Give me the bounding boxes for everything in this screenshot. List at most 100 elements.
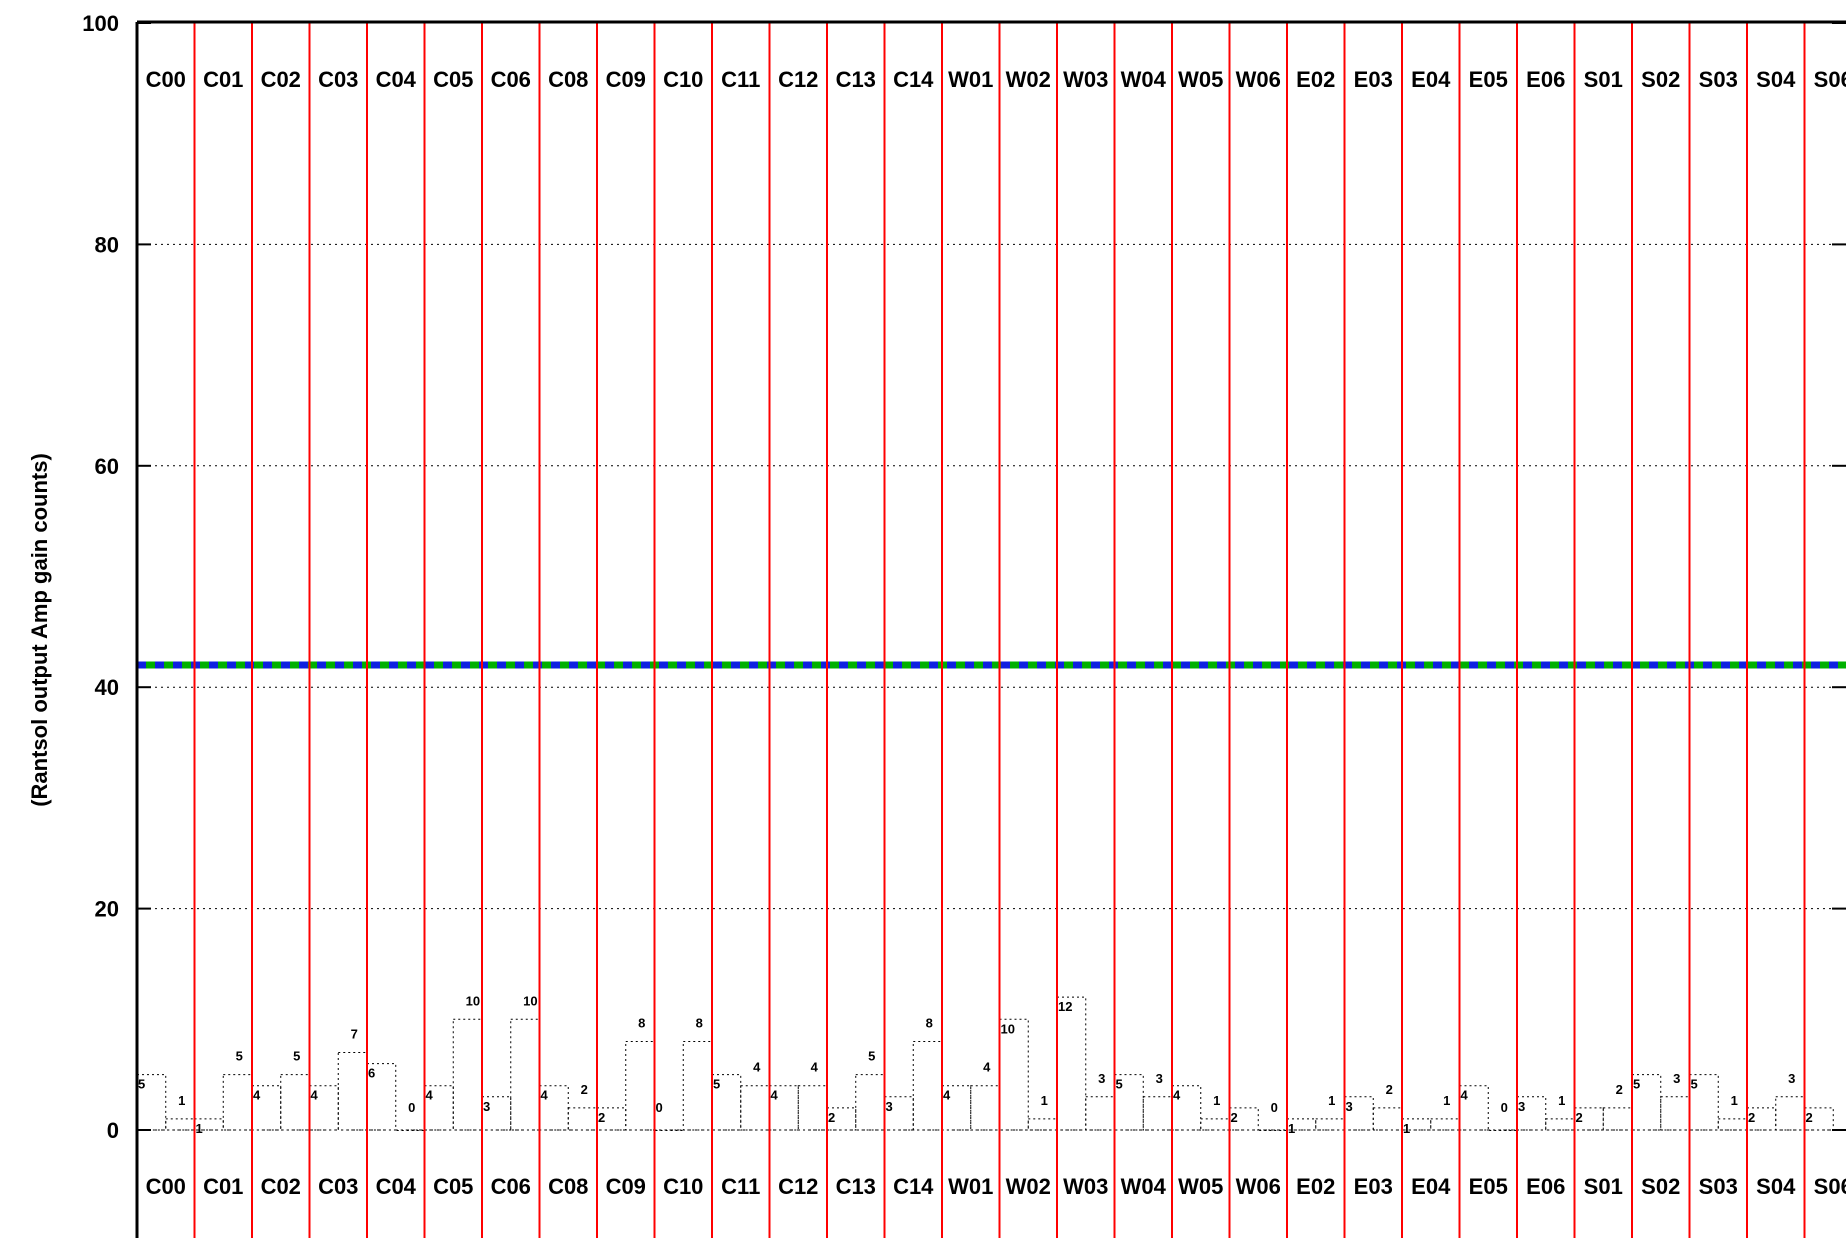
- bar-value-label: 1: [1288, 1121, 1295, 1136]
- category-label-top: S01: [1584, 67, 1623, 92]
- bar-value-label: 1: [1041, 1093, 1048, 1108]
- bar-value-label: 4: [943, 1088, 951, 1103]
- bar-value-label: 6: [368, 1066, 375, 1081]
- bar-value-label: 10: [1001, 1021, 1015, 1036]
- bar-value-label: 3: [1156, 1071, 1163, 1086]
- category-label-bottom: E02: [1296, 1174, 1335, 1199]
- category-label-bottom: C00: [146, 1174, 186, 1199]
- category-label-top: W01: [948, 67, 993, 92]
- category-label-top: E04: [1411, 67, 1451, 92]
- category-label-top: E05: [1469, 67, 1508, 92]
- separator-layer: [193, 22, 1806, 1238]
- bar-value-label: 5: [1633, 1077, 1640, 1092]
- bar-value-label: 2: [598, 1110, 605, 1125]
- bar-value-label: 4: [426, 1088, 434, 1103]
- category-label-bottom: E04: [1411, 1174, 1451, 1199]
- bar-value-label: 5: [713, 1077, 720, 1092]
- bar: [1602, 1107, 1633, 1131]
- category-label-bottom: C06: [491, 1174, 531, 1199]
- bar-value-label: 1: [1213, 1093, 1220, 1108]
- bar-value-label: 4: [771, 1088, 779, 1103]
- bar: [682, 1040, 713, 1131]
- y-axis-title: (Rantsol output Amp gain counts): [27, 453, 52, 807]
- category-label-bottom: C01: [203, 1174, 243, 1199]
- category-label-bottom: S06: [1814, 1174, 1846, 1199]
- bar: [769, 1085, 799, 1131]
- bar-value-label: 4: [311, 1088, 319, 1103]
- bar: [1775, 1096, 1805, 1131]
- y-tick-label: 60: [95, 454, 119, 479]
- category-label-bottom: C09: [606, 1174, 646, 1199]
- bar-value-label: 12: [1058, 999, 1072, 1014]
- bar-value-label: 3: [1098, 1071, 1105, 1086]
- bar: [1142, 1096, 1173, 1131]
- category-label-top: C00: [146, 67, 186, 92]
- category-label-bottom: C02: [261, 1174, 301, 1199]
- label-layer: 02040608010051C00C0015C01C0145C02C0247C0…: [82, 11, 1846, 1199]
- category-label-bottom: S01: [1584, 1174, 1623, 1199]
- category-label-bottom: E06: [1526, 1174, 1565, 1199]
- bar: [1660, 1096, 1690, 1131]
- y-tick-label: 100: [82, 11, 119, 36]
- bar-value-label: 8: [696, 1015, 703, 1030]
- category-label-top: W03: [1063, 67, 1108, 92]
- bar-value-label: 3: [1346, 1099, 1353, 1114]
- bar-value-label: 3: [1673, 1071, 1680, 1086]
- category-label-top: E06: [1526, 67, 1565, 92]
- category-label-bottom: W01: [948, 1174, 993, 1199]
- category-label-bottom: S03: [1699, 1174, 1738, 1199]
- bar: [452, 1018, 483, 1131]
- bar-value-label: 5: [1691, 1077, 1698, 1092]
- bar: [797, 1085, 828, 1131]
- bar: [912, 1040, 943, 1131]
- category-label-top: C02: [261, 67, 301, 92]
- bar: [280, 1074, 310, 1131]
- category-label-bottom: W05: [1178, 1174, 1223, 1199]
- bar-value-label: 4: [1461, 1088, 1469, 1103]
- bar-value-label: 1: [1403, 1121, 1410, 1136]
- bar: [1487, 1129, 1518, 1131]
- category-label-bottom: W04: [1121, 1174, 1167, 1199]
- category-label-top: S04: [1756, 67, 1796, 92]
- bar: [1372, 1107, 1403, 1131]
- bar: [1315, 1118, 1345, 1131]
- bar: [1430, 1118, 1460, 1131]
- category-label-top: C06: [491, 67, 531, 92]
- category-label-bottom: S02: [1641, 1174, 1680, 1199]
- bar-value-label: 4: [1173, 1088, 1181, 1103]
- bar: [1459, 1085, 1489, 1131]
- bar-value-label: 2: [1616, 1082, 1623, 1097]
- bar: [1717, 1118, 1748, 1131]
- bar-value-label: 0: [408, 1100, 415, 1115]
- bar: [481, 1096, 512, 1131]
- y-tick-label: 80: [95, 232, 119, 257]
- bar-value-label: 1: [1731, 1093, 1738, 1108]
- bar-value-label: 4: [983, 1060, 991, 1075]
- bar-value-label: 2: [1231, 1110, 1238, 1125]
- bar-value-label: 1: [1558, 1093, 1565, 1108]
- category-label-bottom: W03: [1063, 1174, 1108, 1199]
- bar: [855, 1074, 885, 1131]
- axis-layer: [135, 20, 1846, 1238]
- category-label-bottom: W06: [1236, 1174, 1281, 1199]
- category-label-top: S03: [1699, 67, 1738, 92]
- category-label-top: C10: [663, 67, 703, 92]
- bar-value-label: 5: [868, 1049, 875, 1064]
- category-label-top: C08: [548, 67, 588, 92]
- bar-value-label: 0: [656, 1100, 663, 1115]
- bar-value-label: 0: [1271, 1100, 1278, 1115]
- category-label-top: C13: [836, 67, 876, 92]
- category-label-top: C14: [893, 67, 934, 92]
- y-tick-label: 20: [95, 897, 119, 922]
- category-label-top: C03: [318, 67, 358, 92]
- bar-value-label: 8: [638, 1015, 645, 1030]
- bar-value-label: 5: [138, 1077, 145, 1092]
- bar: [740, 1085, 770, 1131]
- bars-layer: [136, 996, 1846, 1131]
- bar-value-label: 3: [1518, 1099, 1525, 1114]
- category-label-bottom: C10: [663, 1174, 703, 1199]
- category-label-bottom: S04: [1756, 1174, 1796, 1199]
- category-label-top: E03: [1354, 67, 1393, 92]
- bar-value-label: 1: [178, 1093, 185, 1108]
- bar-value-label: 8: [926, 1015, 933, 1030]
